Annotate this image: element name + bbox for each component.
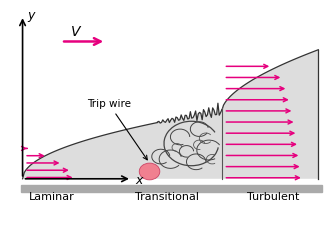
Circle shape [139,163,160,180]
Text: Trip wire: Trip wire [87,99,147,160]
Text: Turbulent: Turbulent [247,192,299,202]
Text: Laminar: Laminar [29,192,74,202]
Bar [21,185,321,192]
Polygon shape [23,50,318,179]
Text: Transitional: Transitional [135,192,199,202]
Text: V: V [71,25,80,39]
Text: x: x [135,173,142,187]
Text: y: y [27,9,35,22]
